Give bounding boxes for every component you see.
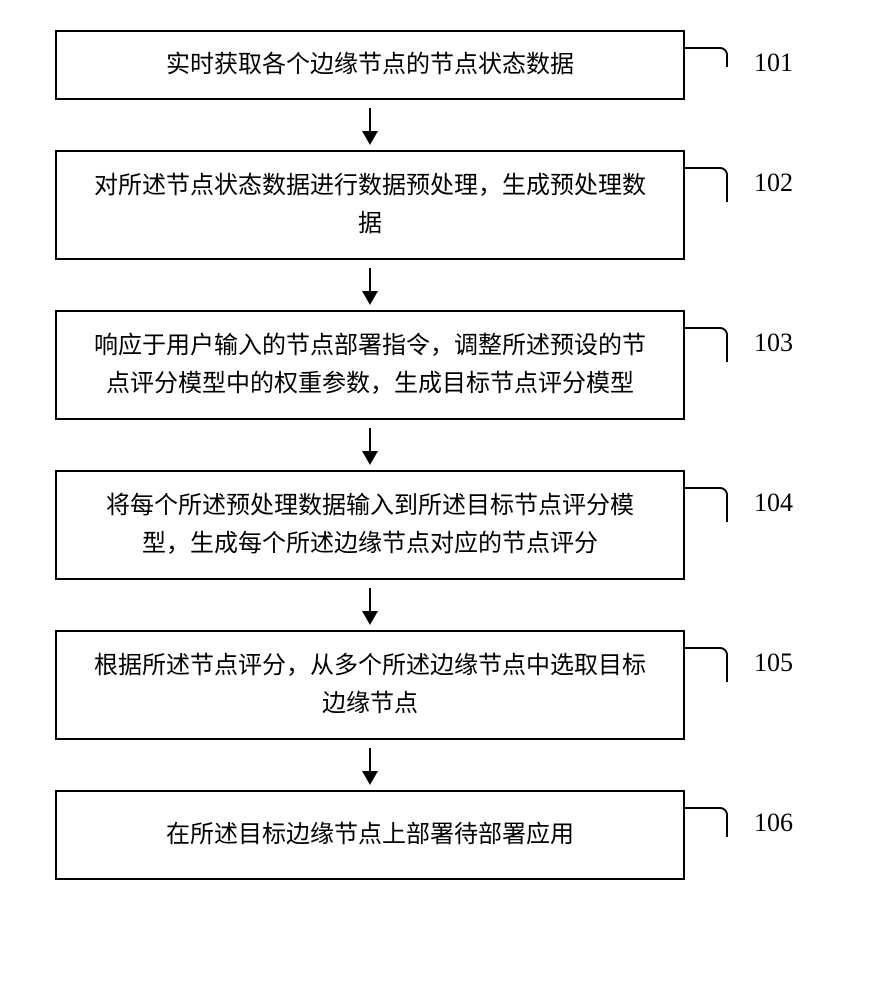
connector-line — [685, 47, 728, 67]
step-text: 对所述节点状态数据进行数据预处理，生成预处理数据 — [87, 167, 653, 244]
flow-arrow — [369, 428, 371, 463]
connector-line — [685, 807, 728, 837]
flowchart-container: 实时获取各个边缘节点的节点状态数据 101 对所述节点状态数据进行数据预处理，生… — [55, 30, 815, 880]
step-label: 102 — [754, 162, 793, 204]
step-label: 104 — [754, 482, 793, 524]
flowchart-step-1: 实时获取各个边缘节点的节点状态数据 101 — [55, 30, 685, 100]
connector-line — [685, 167, 728, 202]
step-text: 实时获取各个边缘节点的节点状态数据 — [166, 46, 574, 84]
step-text: 在所述目标边缘节点上部署待部署应用 — [166, 816, 574, 854]
flowchart-step-5: 根据所述节点评分，从多个所述边缘节点中选取目标边缘节点 105 — [55, 630, 685, 740]
flow-arrow — [369, 268, 371, 303]
step-label: 103 — [754, 322, 793, 364]
step-label: 105 — [754, 642, 793, 684]
step-label: 101 — [754, 42, 793, 84]
flowchart-step-6: 在所述目标边缘节点上部署待部署应用 106 — [55, 790, 685, 880]
flowchart-step-3: 响应于用户输入的节点部署指令，调整所述预设的节点评分模型中的权重参数，生成目标节… — [55, 310, 685, 420]
connector-line — [685, 327, 728, 362]
arrow-container — [55, 420, 685, 470]
flow-arrow — [369, 588, 371, 623]
step-text: 将每个所述预处理数据输入到所述目标节点评分模型，生成每个所述边缘节点对应的节点评… — [87, 487, 653, 564]
arrow-container — [55, 100, 685, 150]
step-text: 响应于用户输入的节点部署指令，调整所述预设的节点评分模型中的权重参数，生成目标节… — [87, 327, 653, 404]
step-text: 根据所述节点评分，从多个所述边缘节点中选取目标边缘节点 — [87, 647, 653, 724]
connector-line — [685, 647, 728, 682]
step-label: 106 — [754, 802, 793, 844]
flowchart-step-2: 对所述节点状态数据进行数据预处理，生成预处理数据 102 — [55, 150, 685, 260]
connector-line — [685, 487, 728, 522]
flow-arrow — [369, 108, 371, 143]
flow-arrow — [369, 748, 371, 783]
arrow-container — [55, 740, 685, 790]
flowchart-step-4: 将每个所述预处理数据输入到所述目标节点评分模型，生成每个所述边缘节点对应的节点评… — [55, 470, 685, 580]
arrow-container — [55, 580, 685, 630]
arrow-container — [55, 260, 685, 310]
